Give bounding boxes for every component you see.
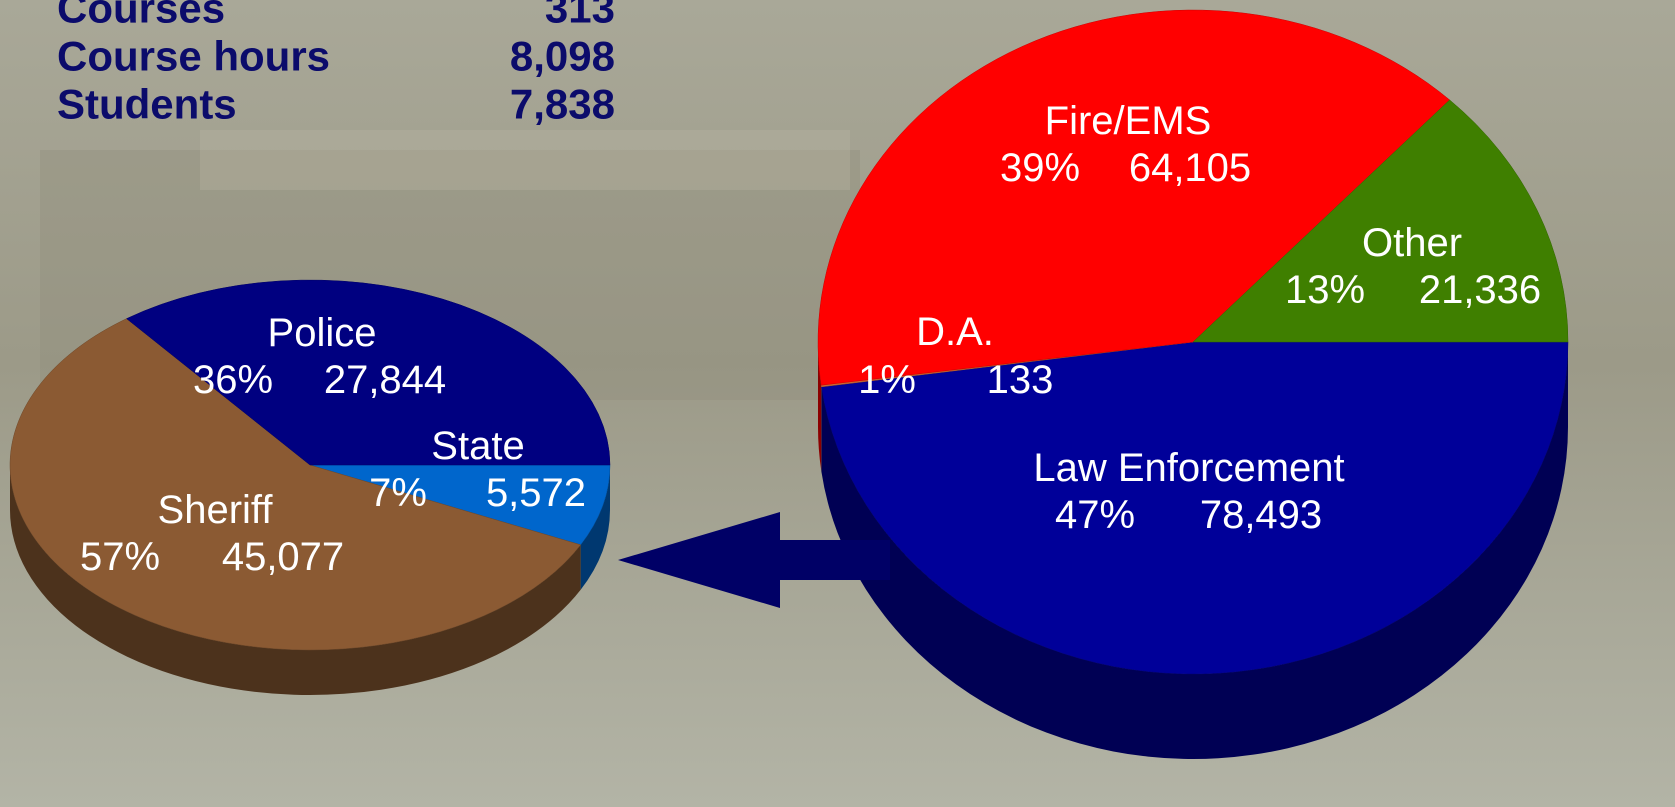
slice-value: 45,077 xyxy=(222,535,344,579)
stat-label: Courses xyxy=(57,0,225,32)
stat-label: Students xyxy=(57,81,237,128)
slice-name: Fire/EMS xyxy=(1045,99,1212,143)
slice-name: Sheriff xyxy=(158,488,274,532)
slice-name: D.A. xyxy=(916,310,994,354)
slice-name: Other xyxy=(1362,221,1462,265)
slice-name: Law Enforcement xyxy=(1033,446,1344,490)
slide: Courses 313 Course hours 8,098 Students 7,838… xyxy=(0,0,1675,807)
slice-percent: 13% xyxy=(1285,268,1365,312)
slice-percent: 39% xyxy=(1000,146,1080,190)
slice-percent: 7% xyxy=(369,471,427,515)
slice-value: 27,844 xyxy=(324,358,446,402)
slice-name: State xyxy=(431,424,524,468)
stat-value: 313 xyxy=(545,0,615,32)
stat-value: 7,838 xyxy=(510,81,615,128)
slice-percent: 1% xyxy=(858,358,916,402)
slice-percent: 36% xyxy=(193,358,273,402)
stat-label: Course hours xyxy=(57,33,330,80)
slice-name: Police xyxy=(268,311,377,355)
slice-value: 5,572 xyxy=(486,471,586,515)
background-roof xyxy=(200,130,850,190)
slice-percent: 47% xyxy=(1055,493,1135,537)
slice-value: 78,493 xyxy=(1200,493,1322,537)
stat-value: 8,098 xyxy=(510,33,615,80)
slice-value: 21,336 xyxy=(1419,268,1541,312)
slice-value: 133 xyxy=(987,358,1054,402)
slice-value: 64,105 xyxy=(1129,146,1251,190)
slice-percent: 57% xyxy=(80,535,160,579)
